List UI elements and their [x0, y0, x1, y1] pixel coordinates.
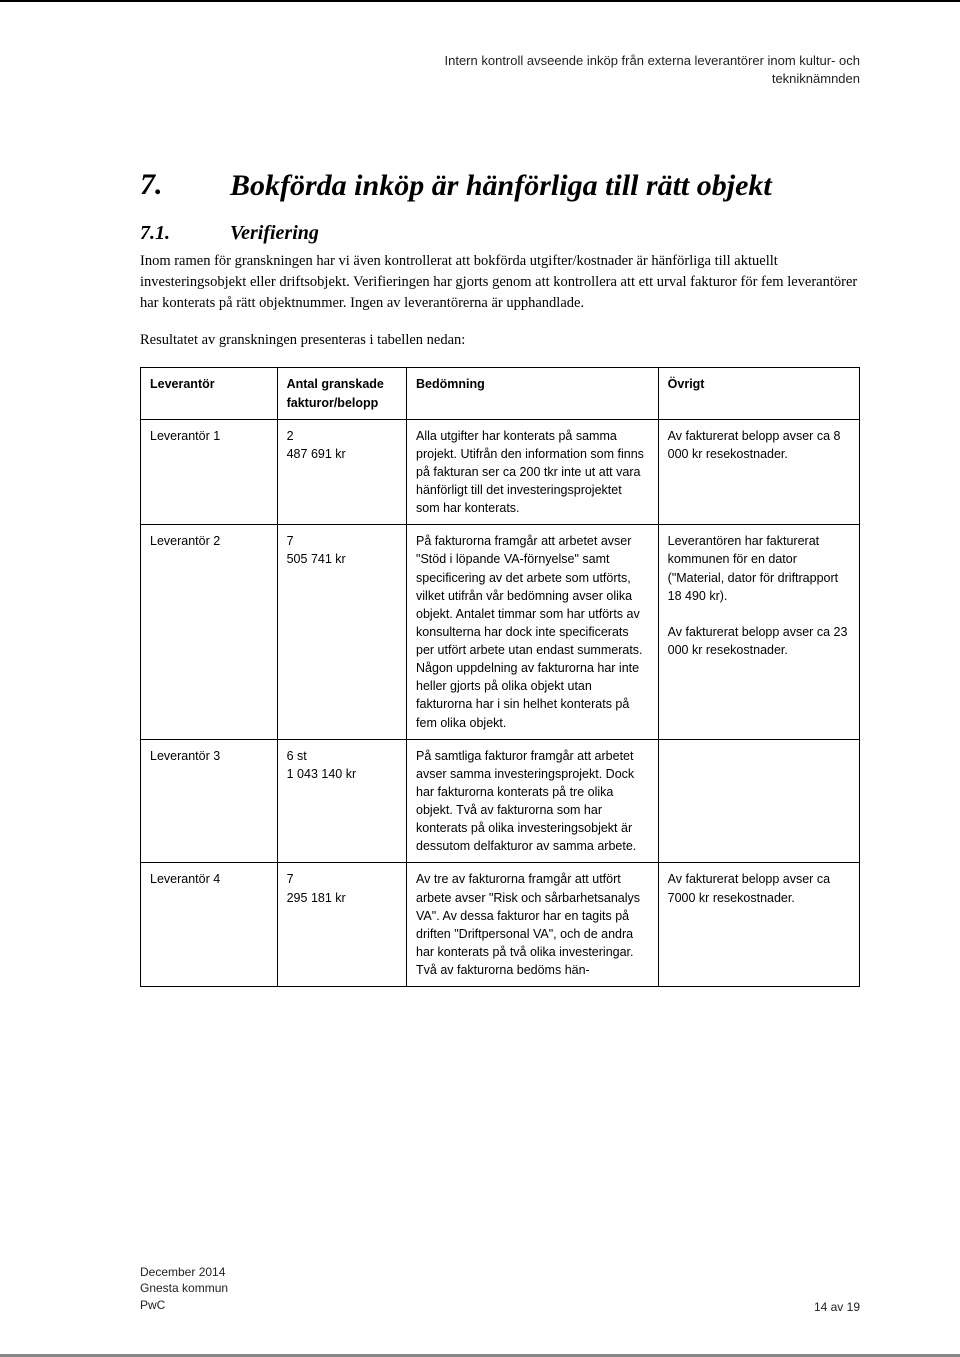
section-heading: 7.1. Verifiering: [140, 222, 860, 245]
table-row: Leverantör 4 7 295 181 kr Av tre av fakt…: [141, 863, 860, 987]
paragraph-table-intro: Resultatet av granskningen presenteras i…: [140, 330, 860, 351]
cell-count: 7: [287, 534, 294, 548]
footer-date: December 2014: [140, 1265, 225, 1279]
cell-ovrigt: [658, 739, 859, 863]
cell-bedomning: Av tre av fakturorna framgår att utfört …: [407, 863, 659, 987]
th-leverantor: Leverantör: [141, 368, 278, 419]
section-number: 7.1.: [140, 222, 230, 245]
cell-amount: 1 043 140 kr: [287, 767, 357, 781]
th-bedomning: Bedömning: [407, 368, 659, 419]
cell-antal: 7 295 181 kr: [277, 863, 406, 987]
cell-ovrigt: Av fakturerat belopp avser ca 7000 kr re…: [658, 863, 859, 987]
footer-page-number: 14 av 19: [814, 1300, 860, 1314]
cell-leverantor: Leverantör 2: [141, 525, 278, 739]
cell-ovrigt: Leverantören har fakturerat kommunen för…: [658, 525, 859, 739]
table-row: Leverantör 3 6 st 1 043 140 kr På samtli…: [141, 739, 860, 863]
cell-amount: 295 181 kr: [287, 891, 346, 905]
results-table: Leverantör Antal granskade fakturor/belo…: [140, 367, 860, 987]
header-line-2: tekniknämnden: [772, 71, 860, 86]
table-header-row: Leverantör Antal granskade fakturor/belo…: [141, 368, 860, 419]
cell-antal: 7 505 741 kr: [277, 525, 406, 739]
cell-count: 6 st: [287, 749, 307, 763]
section-title: Verifiering: [230, 222, 319, 245]
cell-bedomning: Alla utgifter har konterats på samma pro…: [407, 419, 659, 525]
table-row: Leverantör 1 2 487 691 kr Alla utgifter …: [141, 419, 860, 525]
cell-leverantor: Leverantör 4: [141, 863, 278, 987]
cell-antal: 6 st 1 043 140 kr: [277, 739, 406, 863]
cell-count: 7: [287, 872, 294, 886]
cell-leverantor: Leverantör 3: [141, 739, 278, 863]
footer-org: Gnesta kommun: [140, 1281, 228, 1295]
chapter-number: 7.: [140, 168, 230, 202]
cell-ovrigt: Av fakturerat belopp avser ca 8 000 kr r…: [658, 419, 859, 525]
footer-firm: PwC: [140, 1298, 165, 1312]
cell-count: 2: [287, 429, 294, 443]
th-ovrigt: Övrigt: [658, 368, 859, 419]
document-page: Intern kontroll avseende inköp från exte…: [0, 0, 960, 1357]
footer-left: December 2014 Gnesta kommun PwC: [140, 1264, 228, 1314]
cell-amount: 487 691 kr: [287, 447, 346, 461]
cell-leverantor: Leverantör 1: [141, 419, 278, 525]
cell-bedomning: På fakturorna framgår att arbetet avser …: [407, 525, 659, 739]
header-line-1: Intern kontroll avseende inköp från exte…: [445, 53, 861, 68]
cell-antal: 2 487 691 kr: [277, 419, 406, 525]
chapter-title: Bokförda inköp är hänförliga till rätt o…: [230, 168, 772, 204]
page-header: Intern kontroll avseende inköp från exte…: [140, 52, 860, 88]
cell-bedomning: På samtliga fakturor framgår att arbetet…: [407, 739, 659, 863]
chapter-heading: 7. Bokförda inköp är hänförliga till rät…: [140, 168, 860, 204]
table-row: Leverantör 2 7 505 741 kr På fakturorna …: [141, 525, 860, 739]
paragraph-intro: Inom ramen för granskningen har vi även …: [140, 251, 860, 314]
cell-amount: 505 741 kr: [287, 552, 346, 566]
th-antal: Antal granskade fakturor/belopp: [277, 368, 406, 419]
page-footer: December 2014 Gnesta kommun PwC 14 av 19: [140, 1264, 860, 1314]
